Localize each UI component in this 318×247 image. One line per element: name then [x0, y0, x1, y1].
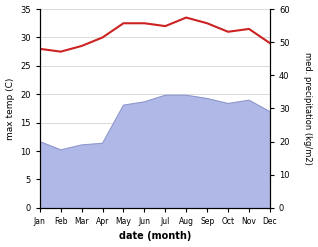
Y-axis label: med. precipitation (kg/m2): med. precipitation (kg/m2) [303, 52, 313, 165]
Y-axis label: max temp (C): max temp (C) [5, 77, 15, 140]
X-axis label: date (month): date (month) [119, 231, 191, 242]
